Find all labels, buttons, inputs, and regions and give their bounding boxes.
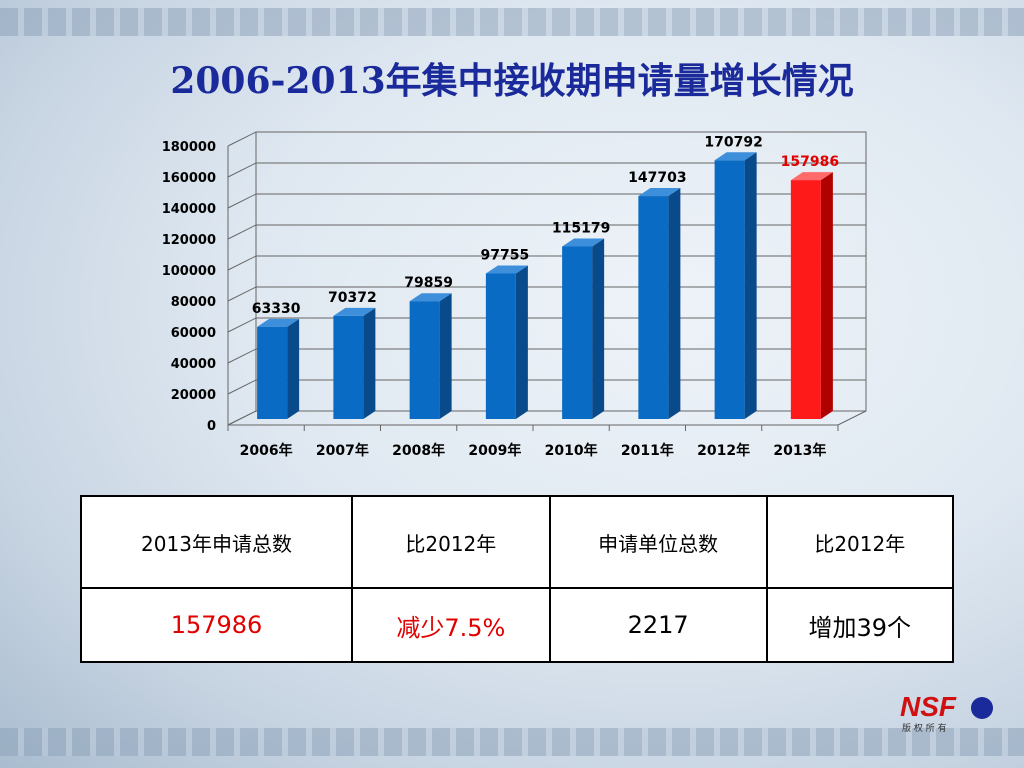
bar-side [287, 318, 300, 419]
bar-top [257, 318, 300, 327]
gridline-side [227, 162, 257, 178]
data-label: 63330 [252, 301, 301, 317]
bottom-decorative-band [0, 728, 1024, 756]
nsfc-logo: NSF 版 权 所 有 [900, 691, 993, 734]
bar-side [592, 238, 605, 419]
logo-text: NSF [900, 691, 957, 722]
gridline-side [227, 286, 257, 302]
gridline-side [227, 348, 257, 364]
bar [257, 326, 288, 419]
x-tick-label: 2012年 [697, 442, 750, 459]
table-header-cell: 申请单位总数 [548, 495, 768, 589]
data-label: 97755 [481, 247, 530, 263]
table-header-cell: 比2012年 [351, 495, 551, 589]
bar-side [439, 293, 452, 419]
data-label: 147703 [628, 170, 686, 186]
x-tick-label: 2010年 [545, 442, 598, 459]
bar-side [744, 152, 757, 419]
data-label: 70372 [328, 290, 377, 306]
x-tick-label: 2011年 [621, 442, 674, 459]
bar-top [409, 293, 452, 302]
data-label: 79859 [404, 275, 453, 291]
bar-side [820, 172, 833, 419]
bar-chart: 0 20000 40000 60000 80000 100000 120000 140000 1… [162, 131, 867, 459]
y-tick-label: 80000 [171, 295, 216, 310]
bar-side [363, 307, 376, 419]
bar-side [515, 265, 528, 419]
chart-floor [227, 410, 867, 426]
y-tick-label: 180000 [162, 140, 216, 155]
x-tick-label: 2009年 [468, 442, 521, 459]
bar [333, 315, 364, 419]
bar-top [485, 265, 528, 274]
bar [790, 180, 821, 419]
y-tick-label: 160000 [162, 171, 216, 186]
x-tick-label: 2008年 [392, 442, 445, 459]
table-value-row: 157986 减少7.5% 2217 增加39个 [80, 587, 955, 663]
bar-top [333, 307, 376, 316]
total-institutions-value: 2217 [548, 587, 768, 663]
bar [638, 196, 669, 419]
logo-circle-icon [971, 697, 993, 719]
y-tick-label: 140000 [162, 202, 216, 217]
data-label: 157986 [781, 154, 839, 170]
slide-title: 2006-2013年集中接收期申请量增长情况 [170, 60, 854, 102]
total-applications-value: 157986 [80, 587, 353, 663]
y-tick-label: 20000 [171, 388, 216, 403]
gridline-side [227, 379, 257, 395]
bar [714, 160, 745, 419]
gridline-side [227, 224, 257, 240]
gridline-side [227, 131, 257, 147]
logo-subtext: 版 权 所 有 [902, 722, 947, 734]
bar [485, 273, 516, 419]
table-header-row: 2013年申请总数 比2012年 申请单位总数 比2012年 [80, 495, 955, 589]
gridline-side [227, 317, 257, 333]
y-tick-label: 40000 [171, 357, 216, 372]
gridline-side [227, 193, 257, 209]
institutions-change-value: 增加39个 [765, 587, 955, 663]
y-tick-label: 0 [207, 419, 216, 434]
bar-side [668, 188, 681, 419]
data-label: 115179 [552, 220, 610, 236]
applications-change-value: 减少7.5% [351, 587, 551, 663]
y-tick-label: 100000 [162, 264, 216, 279]
y-tick-label: 120000 [162, 233, 216, 248]
bar [409, 301, 440, 419]
data-label: 170792 [704, 134, 762, 150]
bar-top [790, 172, 833, 181]
top-decorative-band [0, 8, 1024, 36]
table-header-cell: 2013年申请总数 [80, 495, 353, 589]
y-tick-label: 60000 [171, 326, 216, 341]
table-header-cell: 比2012年 [765, 495, 955, 589]
x-tick-label: 2007年 [316, 442, 369, 459]
bar [562, 246, 593, 419]
bar-top [638, 188, 681, 197]
x-tick-label: 2006年 [240, 442, 293, 459]
bar-top [562, 238, 605, 247]
x-tick-label: 2013年 [773, 442, 826, 459]
bar-top [714, 152, 757, 161]
gridline-side [227, 255, 257, 271]
summary-table: 2013年申请总数 比2012年 申请单位总数 比2012年 157986 减少… [80, 495, 955, 663]
